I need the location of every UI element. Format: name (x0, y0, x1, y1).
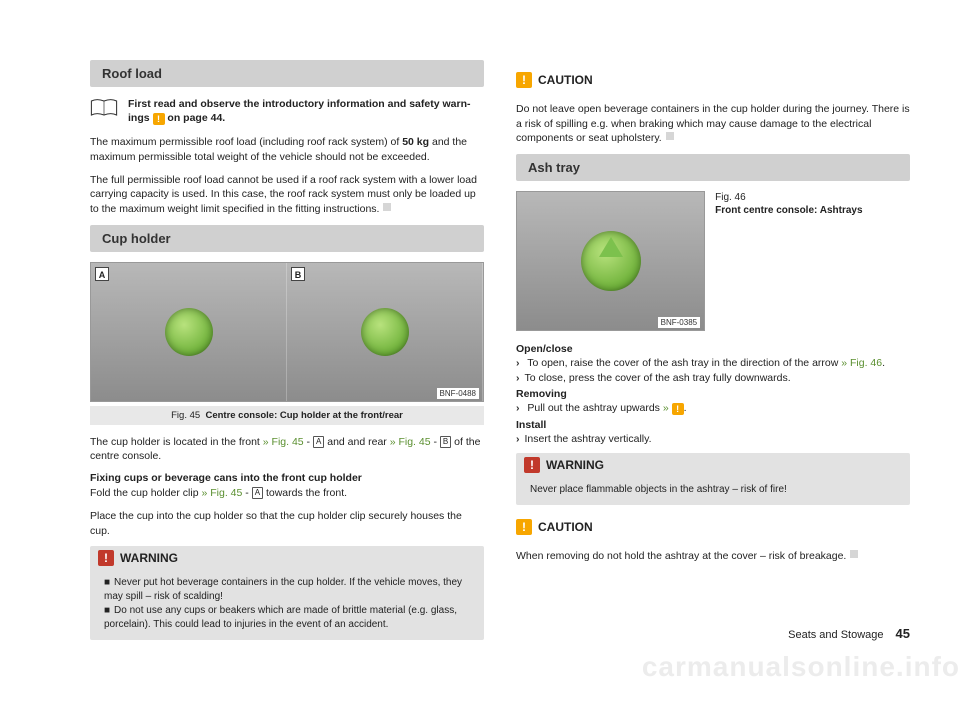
warning-title: WARNING (546, 458, 604, 472)
warning-icon: ! (98, 550, 114, 566)
photo-tag-b: B (291, 267, 305, 281)
intro-row: First read and observe the introductory … (90, 97, 484, 125)
caution-title: CAUTION (538, 73, 593, 87)
cup-front-icon (165, 308, 213, 356)
cup-subhead: Fixing cups or beverage cans into the fr… (90, 472, 484, 484)
cup-p3: Place the cup into the cup holder so tha… (90, 509, 484, 538)
caution-box-ash: ! CAUTION (516, 515, 910, 539)
warning-title: WARNING (120, 551, 178, 565)
caution-top-body: Do not leave open beverage containers in… (516, 102, 910, 146)
removing-head: Removing (516, 388, 910, 400)
arrow-up-icon (599, 237, 623, 257)
caution-icon: ! (516, 72, 532, 88)
cup-p2: Fold the cup holder clip » Fig. 45 - A t… (90, 486, 484, 501)
warn-item-1: Never put hot beverage containers in the… (104, 576, 470, 604)
cup-rear-icon (361, 308, 409, 356)
figure-45-code: BNF-0488 (437, 388, 479, 399)
open-close-head: Open/close (516, 343, 910, 355)
section-title-ash-tray: Ash tray (516, 154, 910, 181)
warn-item-2: Do not use any cups or beakers which are… (104, 604, 470, 632)
section-end-icon (383, 203, 391, 211)
roof-load-p2: The full permissible roof load cannot be… (90, 173, 484, 217)
caution-box-top: ! CAUTION (516, 68, 910, 92)
warning-icon: ! (524, 457, 540, 473)
figure-46-code: BNF-0385 (658, 317, 700, 328)
caution-title: CAUTION (538, 520, 593, 534)
open-step: To open, raise the cover of the ash tray… (516, 357, 910, 369)
close-step: To close, press the cover of the ash tra… (516, 372, 910, 384)
caution-icon: ! (516, 519, 532, 535)
cup-p1: The cup holder is located in the front »… (90, 435, 484, 464)
photo-tag-a: A (95, 267, 109, 281)
roof-load-p1: The maximum permissible roof load (inclu… (90, 135, 484, 164)
warning-badge-icon: ! (153, 113, 165, 125)
install-head: Install (516, 419, 910, 431)
figure-46-caption: Fig. 46 Front centre console: Ashtrays (715, 191, 862, 217)
section-end-icon (850, 550, 858, 558)
warning-box-cup: ! WARNING Never put hot beverage contain… (90, 546, 484, 640)
install-step: Insert the ashtray vertically. (516, 433, 910, 445)
figure-45-caption: Fig. 45 Centre console: Cup holder at th… (90, 406, 484, 425)
caution-ash-body: When removing do not hold the ashtray at… (516, 549, 910, 564)
page-footer: Seats and Stowage45 (788, 626, 910, 641)
section-title-cup-holder: Cup holder (90, 225, 484, 252)
section-title-roof-load: Roof load (90, 60, 484, 87)
intro-tail: on page 44. (165, 112, 226, 124)
warning-badge-icon: ! (672, 403, 684, 415)
warning-box-ash: ! WARNING Never place flammable objects … (516, 453, 910, 505)
book-icon (90, 97, 118, 119)
remove-step: Pull out the ashtray upwards » !. (516, 402, 910, 415)
warning-body-ash: Never place flammable objects in the ash… (516, 477, 910, 505)
figure-46-image: BNF-0385 (516, 191, 705, 331)
figure-45-image: A B BNF-0488 (90, 262, 484, 402)
section-end-icon (666, 132, 674, 140)
